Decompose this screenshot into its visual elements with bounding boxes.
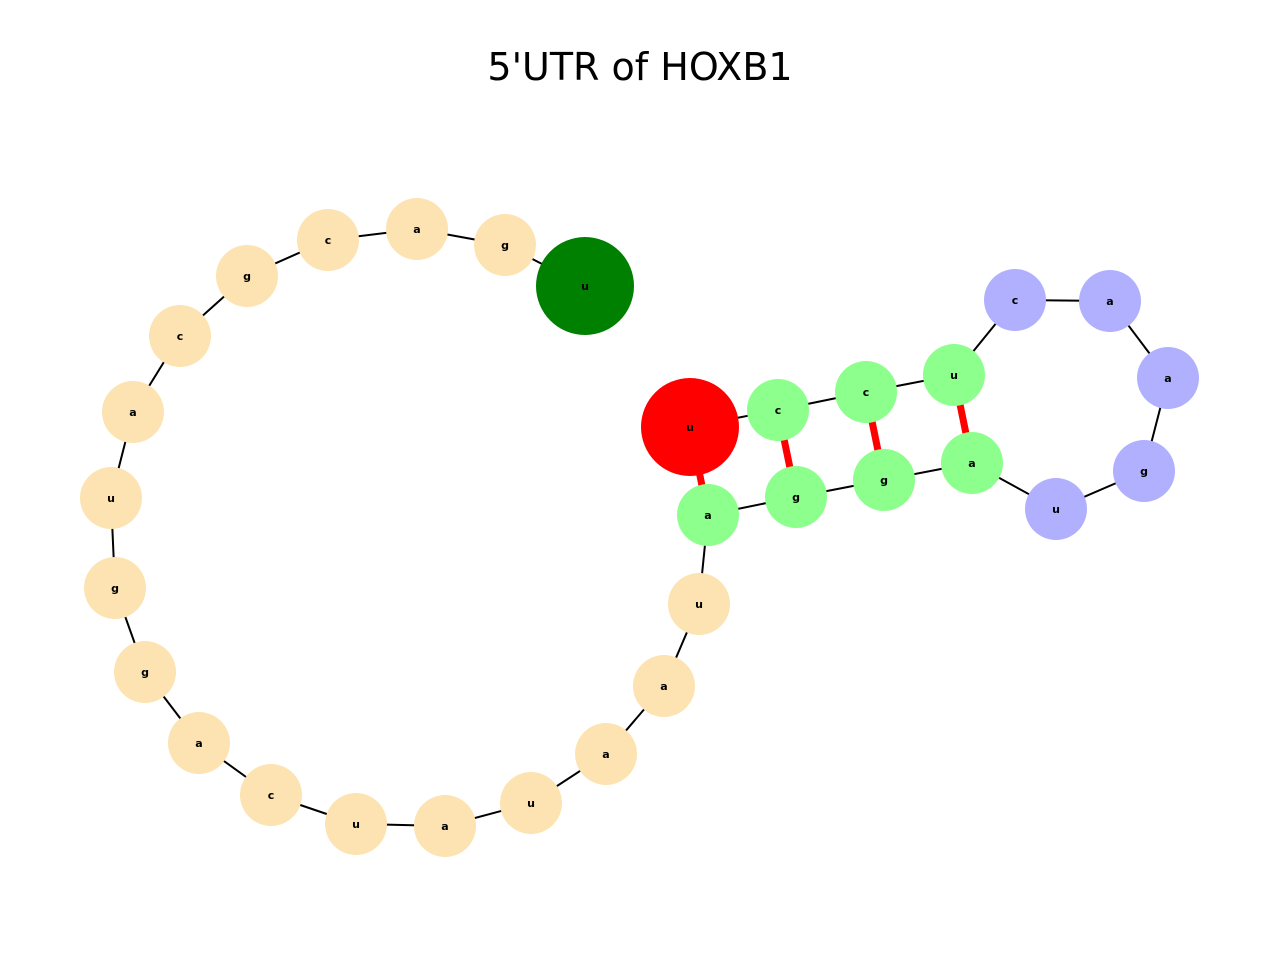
nucleotide-node: c (240, 764, 302, 826)
nucleotide-circle (835, 361, 897, 423)
nucleotide-node: g (216, 245, 278, 307)
nucleotide-circle (325, 793, 387, 855)
nucleotide-circle (984, 269, 1046, 331)
nucleotide-label: c (177, 330, 184, 343)
nucleotide-label: g (880, 474, 888, 487)
nucleotide-label: g (243, 270, 251, 283)
nucleotide-circle (114, 641, 176, 703)
nucleotide-node: a (575, 723, 637, 785)
nucleotide-label: u (695, 598, 703, 611)
nucleotide-circle (765, 466, 827, 528)
nucleotide-label: c (863, 386, 870, 399)
nucleotide-label: c (268, 789, 275, 802)
nucleotide-circle (677, 484, 739, 546)
nucleotide-node: u (325, 793, 387, 855)
nucleotide-circle (1079, 270, 1141, 332)
nucleotide-node: g (765, 466, 827, 528)
nucleotide-label: c (1012, 294, 1019, 307)
nucleotide-node: g (1113, 440, 1175, 502)
nucleotide-label: a (441, 820, 448, 833)
nucleotide-circle (633, 655, 695, 717)
nucleotide-circle (80, 467, 142, 529)
nucleotide-node: c (747, 379, 809, 441)
nucleotide-circle (168, 712, 230, 774)
nucleotide-label: a (1164, 372, 1171, 385)
nucleotide-circle (414, 795, 476, 857)
nucleotide-nodes: u g a c g c a u g g a c u a u a a u a g g a u g a a c u c c u (80, 198, 1199, 857)
nucleotide-label: u (107, 492, 115, 505)
nucleotide-circle (941, 432, 1003, 494)
nucleotide-node: u (641, 378, 739, 476)
nucleotide-circle (240, 764, 302, 826)
nucleotide-circle (386, 198, 448, 260)
nucleotide-circle (149, 305, 211, 367)
nucleotide-node: u (80, 467, 142, 529)
nucleotide-label: g (501, 239, 509, 252)
nucleotide-label: u (1052, 503, 1060, 516)
nucleotide-node: g (114, 641, 176, 703)
nucleotide-node: g (84, 557, 146, 619)
nucleotide-node: a (168, 712, 230, 774)
diagram-title: 5'UTR of HOXB1 (487, 45, 792, 89)
nucleotide-node: u (536, 237, 634, 335)
nucleotide-circle (668, 573, 730, 635)
nucleotide-node: u (923, 344, 985, 406)
nucleotide-label: a (602, 748, 609, 761)
nucleotide-circle (1137, 347, 1199, 409)
nucleotide-circle (641, 378, 739, 476)
nucleotide-label: g (141, 666, 149, 679)
nucleotide-node: c (149, 305, 211, 367)
nucleotide-circle (575, 723, 637, 785)
nucleotide-circle (102, 381, 164, 443)
nucleotide-node: a (941, 432, 1003, 494)
nucleotide-node: g (474, 214, 536, 276)
nucleotide-node: g (853, 449, 915, 511)
nucleotide-circle (923, 344, 985, 406)
nucleotide-circle (500, 772, 562, 834)
nucleotide-label: a (704, 509, 711, 522)
nucleotide-node: a (386, 198, 448, 260)
nucleotide-circle (297, 209, 359, 271)
nucleotide-label: g (1140, 465, 1148, 478)
nucleotide-label: a (195, 737, 202, 750)
nucleotide-label: u (686, 421, 694, 434)
nucleotide-node: a (1137, 347, 1199, 409)
nucleotide-label: u (352, 818, 360, 831)
nucleotide-circle (853, 449, 915, 511)
nucleotide-label: a (660, 680, 667, 693)
nucleotide-node: u (500, 772, 562, 834)
nucleotide-label: a (129, 406, 136, 419)
nucleotide-node: c (984, 269, 1046, 331)
nucleotide-circle (84, 557, 146, 619)
nucleotide-label: c (325, 234, 332, 247)
nucleotide-label: a (1106, 295, 1113, 308)
nucleotide-node: a (102, 381, 164, 443)
nucleotide-node: a (1079, 270, 1141, 332)
nucleotide-node: u (668, 573, 730, 635)
nucleotide-node: c (835, 361, 897, 423)
nucleotide-label: a (968, 457, 975, 470)
nucleotide-circle (474, 214, 536, 276)
nucleotide-circle (1113, 440, 1175, 502)
nucleotide-label: u (950, 369, 958, 382)
nucleotide-label: u (581, 280, 589, 293)
nucleotide-node: a (414, 795, 476, 857)
nucleotide-node: u (1025, 478, 1087, 540)
nucleotide-label: g (111, 582, 119, 595)
nucleotide-node: a (677, 484, 739, 546)
nucleotide-label: u (527, 797, 535, 810)
nucleotide-circle (1025, 478, 1087, 540)
nucleotide-circle (747, 379, 809, 441)
nucleotide-label: c (775, 404, 782, 417)
nucleotide-circle (536, 237, 634, 335)
nucleotide-label: g (792, 491, 800, 504)
nucleotide-node: c (297, 209, 359, 271)
nucleotide-node: a (633, 655, 695, 717)
nucleotide-label: a (413, 223, 420, 236)
nucleotide-circle (216, 245, 278, 307)
